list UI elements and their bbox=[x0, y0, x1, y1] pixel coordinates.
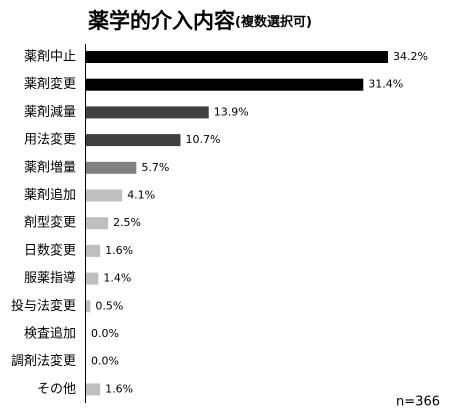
value-label: 10.7% bbox=[185, 133, 220, 146]
y-tick-label: 服薬指導 bbox=[24, 271, 76, 286]
chart-title-group: 薬学的介入内容(複数選択可) bbox=[88, 9, 312, 33]
value-label: 1.4% bbox=[103, 272, 131, 285]
value-label: 0.0% bbox=[91, 327, 119, 340]
y-tick-label: 用法変更 bbox=[24, 132, 76, 148]
bar bbox=[86, 300, 91, 313]
value-label: 0.5% bbox=[95, 299, 123, 312]
y-tick-label: その他 bbox=[37, 382, 76, 397]
y-tick-label: 薬剤中止 bbox=[24, 49, 76, 65]
chart-title: 薬学的介入内容 bbox=[88, 9, 235, 33]
bar bbox=[86, 272, 99, 285]
bar bbox=[86, 51, 388, 63]
bar bbox=[86, 161, 137, 174]
value-label: 34.2% bbox=[393, 50, 428, 63]
value-label: 31.4% bbox=[368, 78, 403, 91]
y-tick-label: 薬剤変更 bbox=[24, 76, 76, 92]
y-tick-label: 調剤法変更 bbox=[11, 353, 76, 369]
chart-subtitle: (複数選択可) bbox=[235, 14, 312, 30]
y-tick-label: 検査追加 bbox=[24, 326, 76, 342]
value-label: 0.0% bbox=[91, 355, 119, 368]
value-label: 13.9% bbox=[214, 105, 249, 118]
bar bbox=[86, 244, 101, 257]
value-label: 4.1% bbox=[127, 189, 155, 202]
note: n=366 bbox=[396, 395, 440, 410]
y-tick-label: 剤型変更 bbox=[24, 215, 76, 231]
y-tick-label: 薬剤減量 bbox=[24, 104, 76, 120]
y-tick-label: 薬剤増量 bbox=[24, 159, 76, 175]
bar bbox=[86, 106, 209, 119]
value-label: 1.6% bbox=[105, 382, 133, 395]
bar bbox=[86, 217, 109, 230]
value-label: 2.5% bbox=[113, 216, 141, 229]
bar bbox=[86, 78, 364, 91]
bar bbox=[86, 189, 123, 202]
y-tick-label: 薬剤追加 bbox=[24, 187, 76, 203]
y-tick-label: 日数変更 bbox=[24, 242, 76, 258]
value-label: 1.6% bbox=[105, 244, 133, 257]
y-tick-label: 投与法変更 bbox=[11, 298, 76, 314]
value-label: 5.7% bbox=[141, 161, 169, 174]
bar bbox=[86, 383, 101, 396]
bar bbox=[86, 134, 181, 147]
